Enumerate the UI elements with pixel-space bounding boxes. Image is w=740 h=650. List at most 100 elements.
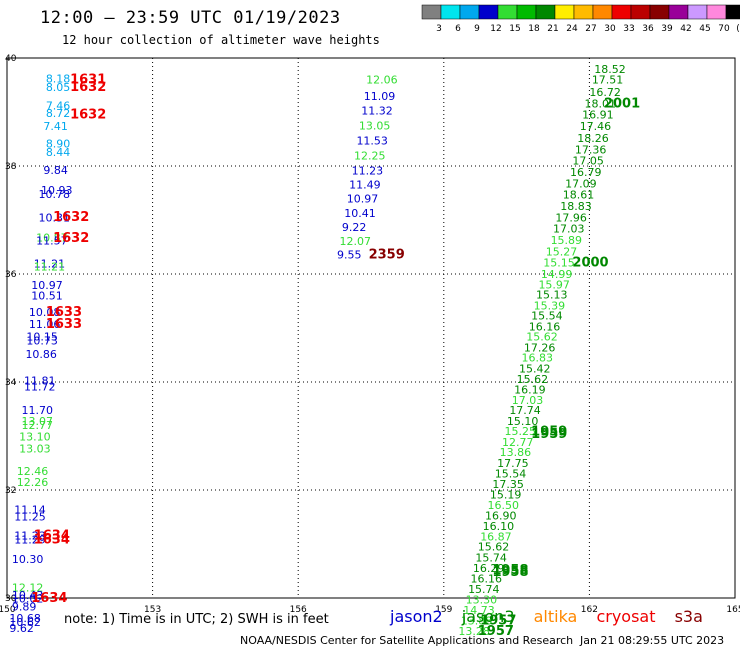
wave-height-label: 15.25 (504, 425, 536, 438)
axis-ticks: 150 153 156 159 162 165 30 32 34 36 38 40 (0, 54, 740, 615)
colorbar-label: 36 (642, 24, 654, 34)
wave-height-label: 10.62 (9, 616, 41, 629)
colorbar-swatch (478, 4, 499, 20)
footer-credit: NOAA/NESDIS Center for Satellite Applica… (240, 634, 574, 647)
wave-height-label: 15.89 (551, 234, 583, 247)
wave-height-label: 11.49 (349, 178, 381, 191)
satellite-jason3: jason3 (461, 607, 515, 626)
wave-height-label: 7.41 (43, 120, 68, 133)
x-tick-label: 150 (0, 605, 16, 615)
time-label: 1632 (70, 108, 106, 123)
wave-height-label: 10.41 (344, 207, 376, 220)
time-label: 1959 (531, 425, 567, 440)
wave-height-label: 8.05 (46, 81, 71, 94)
time-label: 1634 (31, 591, 67, 606)
colorbar-label: 3 (436, 24, 442, 34)
y-tick-label: 32 (5, 486, 16, 496)
y-tick-label: 38 (5, 162, 17, 172)
colorbar-swatch (554, 4, 575, 20)
y-tick-label: 36 (5, 270, 17, 280)
wave-height-label: 10.78 (39, 188, 70, 201)
time-label: 1633 (46, 305, 82, 320)
wave-height-label: 17.09 (565, 177, 597, 190)
time-label: 2359 (369, 248, 405, 263)
wave-height-label: 15.42 (519, 363, 551, 376)
wave-height-label: 11.57 (36, 235, 67, 248)
time-label: 1634 (34, 533, 70, 548)
wave-height-label: 16.16 (470, 573, 502, 586)
wave-height-label: 12.77 (502, 436, 534, 449)
colorbar-label: 18 (528, 24, 540, 34)
wave-height-label: 9.55 (337, 249, 362, 262)
wave-height-label: 13.05 (359, 120, 391, 133)
colorbar-label: 21 (547, 24, 558, 34)
wave-height-label: 13.30 (466, 594, 498, 607)
wave-height-label: 12.06 (366, 74, 398, 87)
colorbar-swatch (459, 4, 480, 20)
wave-height-label: 17.05 (572, 155, 604, 168)
time-label: 1958 (492, 563, 528, 578)
wave-height-label: 13.88 (461, 615, 493, 628)
wave-height-label: 16.87 (480, 530, 512, 543)
colorbar-label: 70 (718, 24, 730, 34)
wave-height-label: 11.14 (14, 503, 46, 516)
colorbar-label: 39 (661, 24, 673, 34)
data-labels: 8.188.057.468.727.418.908.449.8410.9310.… (9, 63, 640, 639)
wave-height-label: 11.70 (22, 404, 53, 417)
wave-height-label: 10.68 (9, 612, 41, 625)
wave-height-label: 16.83 (521, 352, 553, 365)
wave-height-label: 15.62 (517, 373, 549, 386)
wave-height-label: 16.29 (473, 562, 505, 575)
wave-height-label: 16.72 (589, 86, 621, 99)
footer-note: note: 1) Time is in UTC; 2) SWH is in fe… (64, 612, 329, 627)
wave-height-label: 16.16 (529, 320, 561, 333)
wave-height-label: 18.61 (563, 189, 595, 202)
wave-height-label: 14.73 (463, 604, 495, 617)
wave-height-label: 12.07 (339, 235, 371, 248)
wave-height-label: 9.62 (9, 622, 34, 635)
wave-height-label: 18.01 (585, 97, 617, 110)
wave-height-label: 10.02 (12, 593, 44, 606)
wave-height-label: 8.18 (46, 73, 71, 86)
wave-height-label: 8.44 (46, 146, 71, 159)
colorbar-swatch (649, 4, 670, 20)
wave-height-label: 7.46 (46, 100, 71, 113)
wave-height-label: 10.87 (36, 231, 67, 244)
wave-height-label: 12.26 (17, 476, 48, 489)
wave-height-label: 16.90 (485, 509, 517, 522)
wave-height-label: 11.81 (24, 374, 55, 387)
colorbar-label: 15 (509, 24, 520, 34)
satellite-cryosat: cryosat (596, 607, 656, 626)
wave-height-label: 13.03 (19, 442, 50, 455)
wave-height-label: 16.10 (483, 520, 515, 533)
wave-height-label: 12.77 (22, 419, 53, 432)
time-label: 1957 (480, 614, 516, 629)
colorbar-swatch (687, 4, 708, 20)
colorbar-swatch (497, 4, 518, 20)
satellite-s3a: s3a (674, 607, 703, 626)
colorbar-label: 30 (604, 24, 616, 34)
wave-height-label: 18.52 (594, 63, 626, 76)
x-tick-label: 165 (726, 605, 740, 615)
wave-height-label: 10.73 (26, 334, 58, 347)
colorbar-label: 9 (474, 24, 480, 34)
chart-title: 12:00 – 23:59 UTC 01/19/2023 (40, 8, 341, 28)
wave-height-label: 17.35 (492, 478, 524, 491)
colorbar-swatch (440, 4, 461, 20)
wave-height-label: 16.50 (487, 499, 518, 512)
wave-height-label: 15.27 (546, 245, 578, 258)
wave-height-label: 17.03 (512, 394, 544, 407)
colorbar-label: 6 (455, 24, 461, 34)
wave-height-label: 11.25 (14, 510, 46, 523)
plot-frame (6, 57, 736, 599)
wave-height-label: 9.89 (12, 601, 37, 614)
wave-height-label: 13.86 (500, 446, 532, 459)
wave-height-label: 10.30 (12, 553, 44, 566)
satellite-altika: altika (533, 607, 578, 626)
wave-height-label: 9.84 (43, 164, 68, 177)
colorbar-label: (ft) (736, 24, 740, 34)
wave-height-label: 18.26 (577, 132, 609, 145)
wave-height-label: 12.46 (17, 465, 48, 478)
wave-height-label: 9.22 (342, 221, 367, 234)
